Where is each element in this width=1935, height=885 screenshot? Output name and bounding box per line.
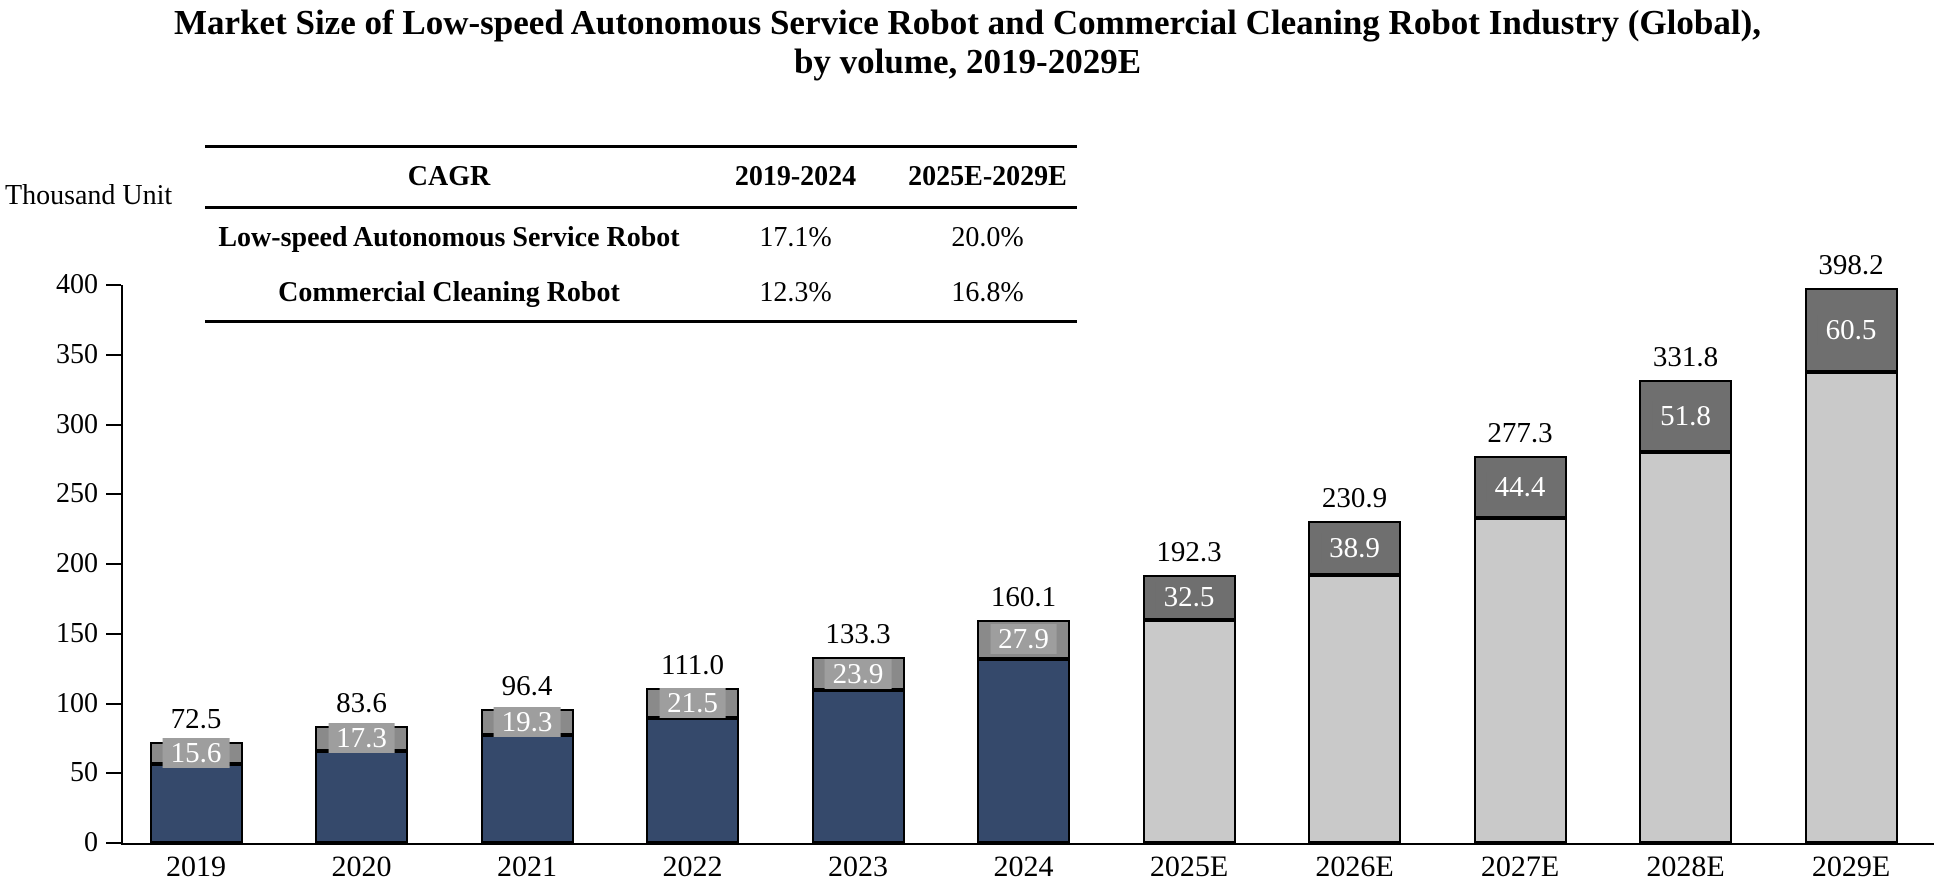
service-robot-segment-2023: [811, 690, 905, 843]
x-category-label-2019: 2019: [166, 850, 226, 883]
total-value-label-2019: 72.5: [170, 702, 222, 735]
y-tick-label: 100: [56, 687, 98, 719]
x-category-label-2022: 2022: [662, 850, 723, 883]
total-value-label-2020: 83.6: [336, 687, 387, 720]
y-tick-label: 50: [70, 757, 98, 789]
service-robot-segment-2021: [480, 735, 574, 843]
x-category-label-2026E: 2026E: [1315, 850, 1394, 883]
cleaning-robot-value-label-2026E: 38.9: [1321, 533, 1388, 564]
cleaning-robot-value-label-2029E: 60.5: [1817, 314, 1885, 345]
y-tick-label: 250: [56, 478, 98, 510]
y-tick: [106, 842, 121, 844]
cagr-row-label-service-robot: Low-speed Autonomous Service Robot: [218, 221, 680, 253]
chart-title: Market Size of Low-speed Autonomous Serv…: [0, 3, 1935, 81]
y-tick: [106, 563, 121, 565]
y-axis-line: [121, 285, 123, 845]
y-tick-label: 350: [56, 338, 98, 370]
y-tick: [106, 353, 121, 356]
total-value-label-2029E: 398.2: [1818, 248, 1884, 281]
cagr-value-cleaning-robot-period-1: 12.3%: [759, 277, 832, 308]
cagr-table-header-period-2: 2025E-2029E: [908, 161, 1067, 192]
cleaning-robot-value-label-2020: 17.3: [328, 723, 395, 754]
x-category-label-2029E: 2029E: [1811, 850, 1891, 883]
x-category-label-2020: 2020: [331, 850, 392, 883]
x-category-label-2028E: 2028E: [1646, 850, 1725, 883]
total-value-label-2027E: 277.3: [1487, 417, 1553, 450]
total-value-label-2021: 96.4: [501, 669, 553, 702]
cleaning-robot-value-label-2027E: 44.4: [1486, 472, 1554, 503]
cagr-table-header-period-1: 2019-2024: [734, 161, 857, 192]
y-tick: [106, 632, 121, 635]
cagr-value-service-robot-period-2: 20.0%: [951, 221, 1024, 253]
cagr-table-header-cagr: CAGR: [407, 161, 491, 192]
service-robot-segment-2020: [315, 750, 408, 843]
cagr-table: CAGR 2019-2024 2025E-2029E Low-speed Aut…: [205, 145, 1077, 323]
total-value-label-2028E: 331.8: [1652, 341, 1719, 374]
total-value-label-2026E: 230.9: [1321, 481, 1388, 514]
cleaning-robot-value-label-2022: 21.5: [659, 688, 726, 719]
y-tick: [106, 493, 121, 496]
total-value-label-2022: 111.0: [660, 649, 725, 682]
cleaning-robot-value-label-2019: 15.6: [162, 737, 230, 768]
chart-title-line2: by volume, 2019-2029E: [793, 42, 1142, 81]
y-tick-label: 400: [56, 269, 98, 300]
y-tick: [106, 702, 121, 705]
y-tick: [106, 423, 121, 426]
cagr-row-label-cleaning-robot: Commercial Cleaning Robot: [278, 277, 620, 308]
y-tick-label: 200: [56, 548, 98, 579]
y-tick: [106, 284, 121, 286]
total-value-label-2024: 160.1: [990, 580, 1057, 613]
chart-title-line1: Market Size of Low-speed Autonomous Serv…: [174, 3, 1761, 42]
x-category-label-2027E: 2027E: [1480, 850, 1560, 883]
cleaning-robot-value-label-2024: 27.9: [990, 624, 1057, 655]
cagr-table-header-row: CAGR 2019-2024 2025E-2029E: [205, 145, 1077, 209]
cagr-value-cleaning-robot-period-2: 16.8%: [951, 277, 1024, 308]
y-tick: [106, 772, 121, 775]
cleaning-robot-value-label-2023: 23.9: [824, 658, 892, 689]
service-robot-segment-2025E: [1142, 620, 1236, 843]
cagr-table-row-service-robot: Low-speed Autonomous Service Robot 17.1%…: [205, 209, 1077, 266]
y-tick-label: 150: [56, 617, 98, 649]
cleaning-robot-value-label-2025E: 32.5: [1155, 582, 1223, 613]
cleaning-robot-value-label-2028E: 51.8: [1652, 401, 1719, 432]
x-category-label-2021: 2021: [497, 850, 557, 883]
cagr-value-service-robot-period-1: 17.1%: [759, 221, 832, 253]
service-robot-segment-2022: [646, 718, 739, 843]
cagr-table-row-cleaning-robot: Commercial Cleaning Robot 12.3% 16.8%: [205, 266, 1077, 323]
service-robot-segment-2026E: [1308, 575, 1401, 843]
x-category-label-2024: 2024: [993, 850, 1054, 883]
service-robot-segment-2027E: [1473, 518, 1567, 843]
total-value-label-2023: 133.3: [825, 618, 891, 651]
y-axis-unit-label: Thousand Unit: [5, 180, 173, 211]
x-axis-line: [121, 843, 1934, 845]
total-value-label-2025E: 192.3: [1156, 535, 1222, 568]
service-robot-segment-2028E: [1639, 452, 1732, 843]
x-category-label-2023: 2023: [828, 850, 888, 883]
y-tick-label: 300: [56, 408, 98, 440]
service-robot-segment-2024: [977, 658, 1070, 843]
y-tick-label: 0: [84, 827, 98, 858]
service-robot-segment-2029E: [1804, 371, 1898, 843]
x-category-label-2025E: 2025E: [1149, 850, 1229, 883]
service-robot-segment-2019: [149, 763, 243, 843]
cleaning-robot-value-label-2021: 19.3: [493, 706, 561, 737]
